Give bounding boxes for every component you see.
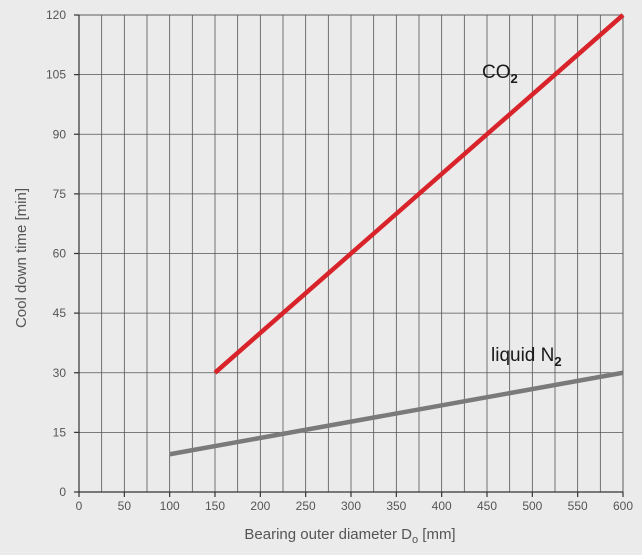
- x-tick-label: 350: [386, 499, 406, 513]
- x-tick-label: 200: [250, 499, 270, 513]
- x-tick-label: 500: [522, 499, 542, 513]
- x-tick-label: 600: [613, 499, 633, 513]
- series-line-liquid-n2: [169, 370, 624, 457]
- y-tick-label: 45: [53, 306, 67, 320]
- x-tick-label: 0: [76, 499, 83, 513]
- x-tick-label: 550: [568, 499, 588, 513]
- series-lines: [169, 13, 625, 457]
- x-tick-label: 150: [205, 499, 225, 513]
- y-tick-label: 60: [53, 247, 67, 261]
- x-tick-label: 300: [341, 499, 361, 513]
- series-line-co2: [213, 13, 625, 375]
- y-tick-label: 75: [53, 187, 67, 201]
- x-tick-label: 50: [118, 499, 132, 513]
- x-tick-label: 450: [477, 499, 497, 513]
- x-tick-label: 100: [160, 499, 180, 513]
- y-axis-title: Cool down time [min]: [13, 188, 30, 328]
- y-tick-label: 30: [53, 366, 67, 380]
- y-tick-label: 120: [46, 8, 66, 22]
- series-label-co2: CO2: [482, 62, 518, 86]
- y-tick-label: 105: [46, 68, 66, 82]
- axes: [74, 14, 624, 497]
- tick-labels: 0 50 100 150 200 250 300 350 400 450 500 550 600 0 15 3…: [46, 8, 633, 513]
- y-tick-label: 15: [53, 425, 67, 439]
- x-tick-label: 400: [432, 499, 452, 513]
- y-tick-label: 90: [53, 127, 67, 141]
- y-tick-label: 0: [59, 485, 66, 499]
- series-label-liquid-n2: liquid N2: [491, 345, 562, 369]
- x-axis-title: Bearing outer diameter Do [mm]: [244, 526, 455, 546]
- x-tick-label: 250: [296, 499, 316, 513]
